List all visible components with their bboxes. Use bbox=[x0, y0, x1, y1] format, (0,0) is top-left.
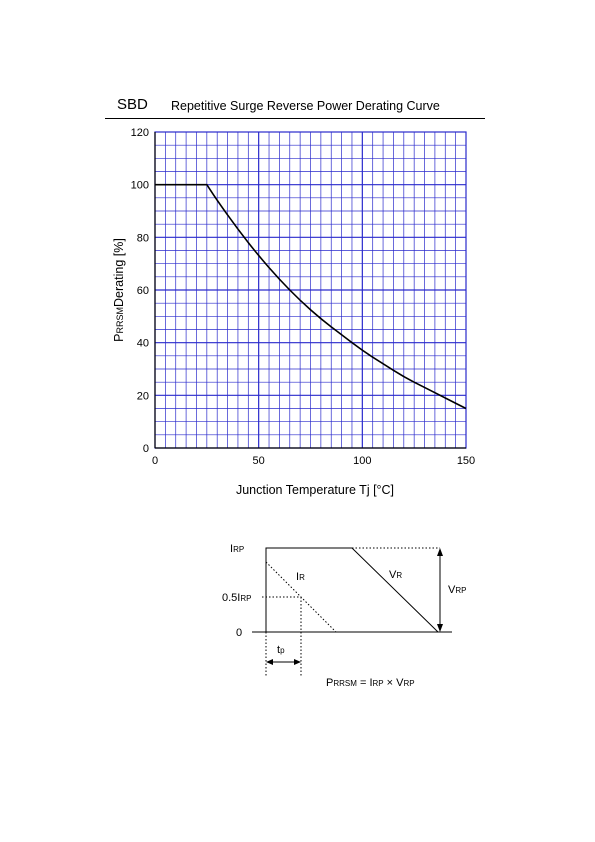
tp-arrow-right-head bbox=[294, 659, 301, 665]
vrp-arrow-bottom-head bbox=[437, 624, 443, 632]
surge-waveform-diagram bbox=[252, 547, 452, 676]
chart-tick-labels: 0 50 100 150 0 20 40 60 80 100 120 bbox=[131, 127, 476, 467]
y-tick-label: 120 bbox=[131, 127, 149, 139]
y-tick-label: 20 bbox=[137, 390, 149, 402]
y-tick-label: 0 bbox=[143, 443, 149, 455]
tp-label: tp bbox=[277, 644, 285, 656]
x-tick-label: 100 bbox=[353, 455, 371, 467]
x-tick-label: 150 bbox=[457, 455, 475, 467]
chart-grid bbox=[155, 132, 466, 448]
x-tick-label: 0 bbox=[152, 455, 158, 467]
y-axis-label: PRRSMDerating [%] bbox=[112, 238, 126, 342]
vrp-label: VRP bbox=[448, 584, 466, 596]
y-tick-label: 100 bbox=[131, 180, 149, 192]
ir-label: IR bbox=[296, 571, 305, 583]
half-irp-label: 0.5IRP bbox=[222, 592, 251, 604]
vrp-arrow-top-head bbox=[437, 548, 443, 556]
y-tick-label: 60 bbox=[137, 285, 149, 297]
vr-label: VR bbox=[389, 569, 402, 581]
chart-header: SBD Repetitive Surge Reverse Power Derat… bbox=[105, 96, 485, 119]
y-tick-label: 80 bbox=[137, 232, 149, 244]
zero-label: 0 bbox=[236, 627, 242, 639]
x-tick-label: 50 bbox=[253, 455, 265, 467]
x-axis-label: Junction Temperature Tj [°C] bbox=[236, 483, 394, 497]
device-category: SBD bbox=[117, 96, 148, 113]
y-tick-label: 40 bbox=[137, 338, 149, 350]
irp-label: IRP bbox=[230, 543, 244, 555]
derating-curve bbox=[155, 183, 467, 410]
chart-title: Repetitive Surge Reverse Power Derating … bbox=[171, 99, 440, 113]
power-formula: PRRSM = IRP × VRP bbox=[326, 677, 415, 689]
tp-arrow-left-head bbox=[266, 659, 273, 665]
vr-waveform bbox=[265, 547, 439, 633]
